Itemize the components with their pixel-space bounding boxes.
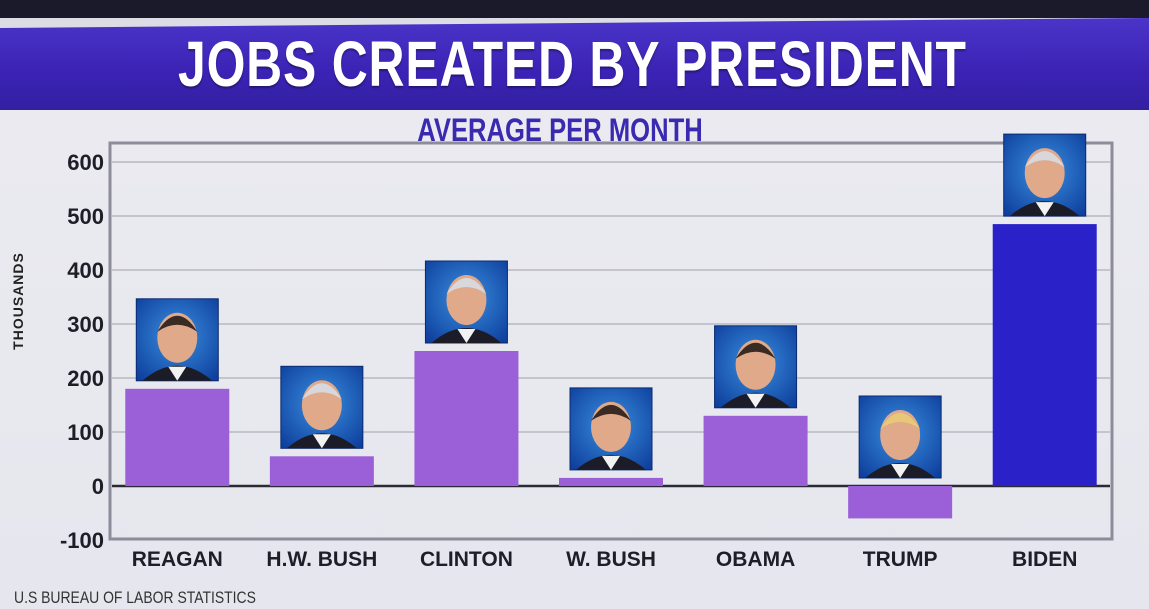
y-axis-label: THOUSANDS — [10, 252, 26, 350]
bar-obama — [703, 415, 808, 486]
bar-trump — [848, 486, 953, 519]
x-category-label: OBAMA — [716, 548, 795, 571]
title-banner — [0, 18, 1149, 110]
plot-frame — [108, 141, 1114, 541]
x-category-label: W. BUSH — [566, 548, 656, 571]
portrait-photo — [424, 260, 508, 344]
chart-subtitle: AVERAGE PER MONTH — [417, 112, 703, 148]
portrait-photo — [858, 395, 942, 479]
y-tick-label: -100 — [60, 528, 104, 553]
y-tick-label: 400 — [67, 258, 104, 283]
portrait-photo — [1003, 133, 1087, 217]
bar-h-w-bush — [269, 456, 374, 486]
x-category-label: BIDEN — [1012, 548, 1077, 571]
portrait-photo — [714, 325, 798, 409]
bar-w-bush — [559, 477, 663, 486]
bar-reagan — [125, 388, 230, 486]
portrait-photo — [280, 365, 364, 449]
bar-biden — [992, 224, 1097, 486]
source-note: U.S BUREAU OF LABOR STATISTICS — [14, 588, 256, 607]
y-tick-label: 300 — [67, 312, 104, 337]
x-category-label: H.W. BUSH — [266, 548, 377, 571]
y-tick-label: 200 — [67, 366, 104, 391]
y-tick-label: 100 — [67, 420, 104, 445]
x-category-label: REAGAN — [132, 548, 223, 571]
y-tick-label: 500 — [67, 204, 104, 229]
x-category-label: TRUMP — [863, 548, 938, 571]
portrait-photo — [135, 298, 219, 382]
y-tick-label: 600 — [67, 150, 104, 175]
bar-clinton — [414, 351, 519, 486]
portrait-photo — [569, 387, 653, 471]
x-category-label: CLINTON — [420, 548, 513, 571]
y-tick-label: 0 — [92, 474, 104, 499]
top-strip — [0, 0, 1149, 18]
chart-title: JOBS CREATED BY PRESIDENT — [178, 28, 967, 100]
